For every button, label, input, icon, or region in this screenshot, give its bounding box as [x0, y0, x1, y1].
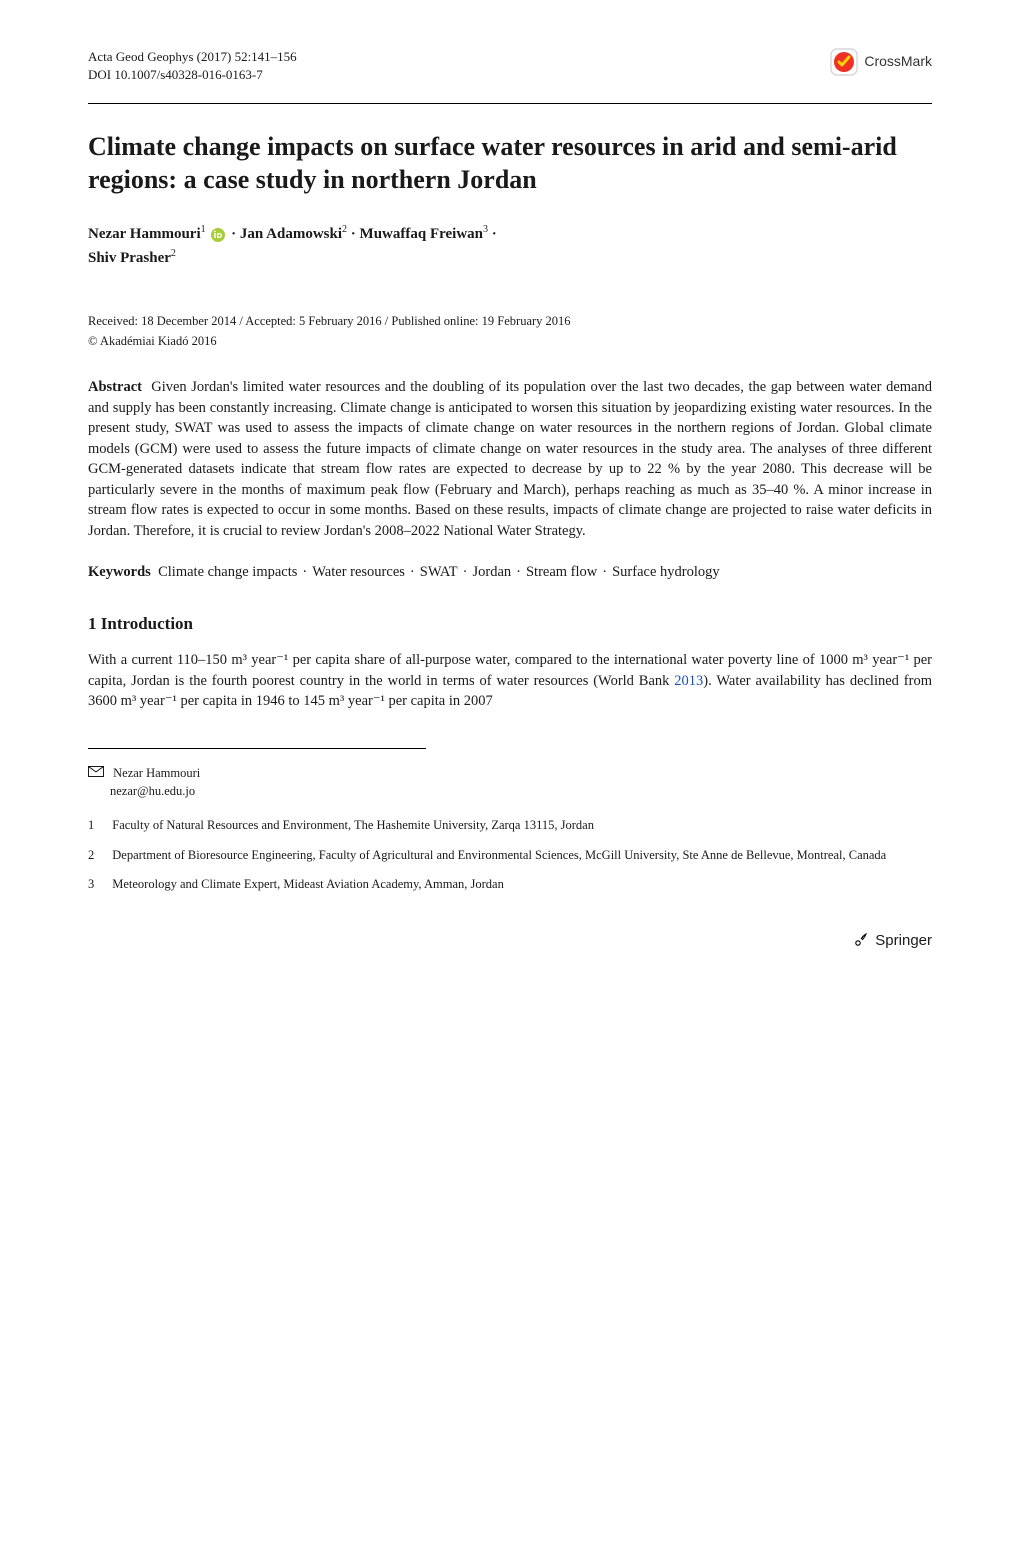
affil-number: 2: [88, 847, 94, 865]
keyword: Climate change impacts: [158, 564, 297, 580]
corr-name: Nezar Hammouri: [113, 766, 200, 780]
keyword-separator: ·: [410, 562, 415, 583]
author-affil-sup: 2: [342, 224, 347, 235]
affil-text: Department of Bioresource Engineering, F…: [112, 847, 886, 865]
abstract-label: Abstract: [88, 379, 142, 395]
author-name: Shiv Prasher: [88, 250, 171, 266]
keyword: Surface hydrology: [612, 564, 720, 580]
author-affil-sup: 3: [483, 224, 488, 235]
abstract: Abstract Given Jordan's limited water re…: [88, 377, 932, 542]
page-header: Acta Geod Geophys (2017) 52:141–156 DOI …: [88, 48, 932, 85]
page-footer: Springer: [88, 930, 932, 951]
affiliation: 1 Faculty of Natural Resources and Envir…: [88, 817, 932, 835]
envelope-icon: [88, 765, 104, 783]
keyword-separator: ·: [463, 562, 468, 583]
header-rule: [88, 103, 932, 104]
corresponding-author: Nezar Hammouri nezar@hu.edu.jo: [88, 765, 932, 801]
keywords: Keywords Climate change impacts · Water re…: [88, 562, 932, 583]
keyword: SWAT: [420, 564, 458, 580]
keyword: Water resources: [312, 564, 405, 580]
author-affil-sup: 1: [201, 224, 206, 235]
author-list: Nezar Hammouri1 · Jan Adamowski2 · Muwaf…: [88, 222, 932, 269]
author-name: Muwaffaq Freiwan: [360, 226, 483, 242]
doi-line: DOI 10.1007/s40328-016-0163-7: [88, 66, 297, 84]
publisher-name: Springer: [875, 930, 932, 951]
keywords-label: Keywords: [88, 564, 151, 580]
orcid-icon[interactable]: [211, 228, 225, 242]
intro-paragraph: With a current 110–150 m³ year⁻¹ per cap…: [88, 650, 932, 712]
springer-icon: [849, 931, 869, 951]
section-heading: 1 Introduction: [88, 612, 932, 636]
affiliation: 2 Department of Bioresource Engineering,…: [88, 847, 932, 865]
citation-year[interactable]: 2013: [674, 673, 703, 689]
keyword-separator: ·: [602, 562, 607, 583]
article-dates: Received: 18 December 2014 / Accepted: 5…: [88, 313, 932, 331]
footnote-rule: [88, 748, 426, 749]
crossmark-badge[interactable]: CrossMark: [830, 48, 932, 76]
copyright-line: © Akadémiai Kiadó 2016: [88, 333, 932, 351]
crossmark-icon: [830, 48, 858, 76]
journal-info: Acta Geod Geophys (2017) 52:141–156 DOI …: [88, 48, 297, 85]
corr-email: nezar@hu.edu.jo: [110, 783, 195, 801]
author-name: Jan Adamowski: [240, 226, 342, 242]
author-name: Nezar Hammouri: [88, 226, 201, 242]
keyword-separator: ·: [302, 562, 307, 583]
affil-number: 1: [88, 817, 94, 835]
affiliation: 3 Meteorology and Climate Expert, Mideas…: [88, 876, 932, 894]
article-title: Climate change impacts on surface water …: [88, 130, 932, 197]
keywords-list: Climate change impacts · Water resources · S…: [158, 564, 720, 580]
keyword: Stream flow: [526, 564, 597, 580]
keyword-separator: ·: [516, 562, 521, 583]
affil-text: Faculty of Natural Resources and Environ…: [112, 817, 594, 835]
affil-text: Meteorology and Climate Expert, Mideast …: [112, 876, 504, 894]
author-affil-sup: 2: [171, 248, 176, 259]
abstract-text: Given Jordan's limited water resources a…: [88, 379, 932, 539]
crossmark-label: CrossMark: [864, 52, 932, 72]
affil-number: 3: [88, 876, 94, 894]
journal-line: Acta Geod Geophys (2017) 52:141–156: [88, 48, 297, 66]
keyword: Jordan: [472, 564, 511, 580]
